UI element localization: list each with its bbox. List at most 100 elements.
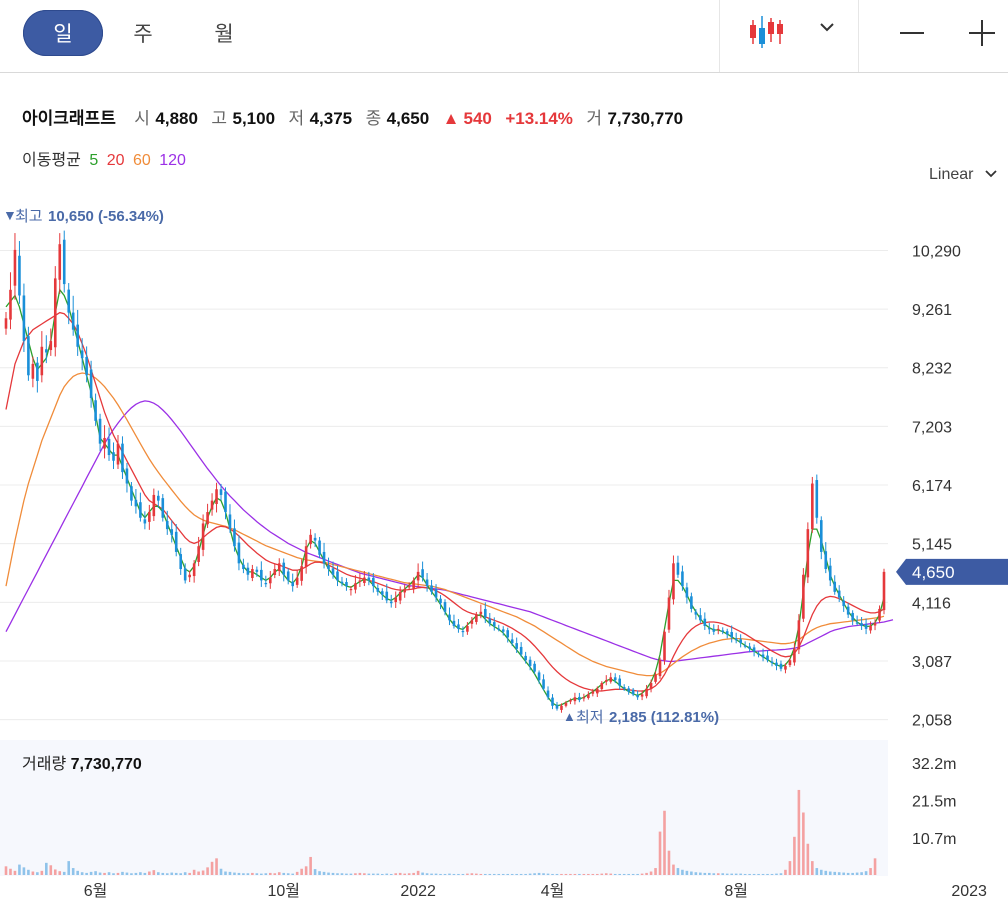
volume-bar: [58, 871, 62, 875]
candle: [658, 657, 662, 680]
candlestick-icon[interactable]: [748, 14, 788, 50]
volume-bar: [775, 873, 778, 875]
candle: [618, 675, 622, 690]
candle-body: [53, 278, 57, 348]
volume-bar: [367, 873, 371, 875]
candle-body: [215, 489, 218, 505]
candle: [734, 632, 738, 644]
high-marker-icon: ▼: [3, 207, 17, 223]
candle: [215, 482, 218, 513]
candle-body: [398, 591, 402, 601]
volume-bar: [609, 873, 613, 875]
price-tick-label: 9,261: [912, 302, 952, 319]
candle-body: [734, 638, 738, 641]
candle: [761, 648, 765, 662]
candle-body: [470, 620, 474, 624]
volume-bar: [246, 873, 250, 875]
candle-body: [4, 318, 8, 329]
candle-body: [515, 643, 518, 649]
period-day-button[interactable]: 일: [23, 10, 103, 56]
plus-icon[interactable]: [968, 20, 996, 48]
period-month-button[interactable]: 월: [184, 10, 264, 56]
volume-bar: [676, 868, 680, 875]
candle: [654, 671, 657, 684]
candle-body: [555, 704, 559, 709]
volume-bar: [103, 872, 106, 875]
volume-bar: [255, 873, 259, 875]
candle: [811, 476, 814, 533]
candle: [345, 578, 348, 591]
candle-body: [273, 569, 277, 575]
candle: [721, 627, 725, 635]
candle: [587, 691, 590, 700]
candle-body: [174, 531, 178, 552]
candle-body: [165, 520, 169, 530]
candle: [685, 582, 689, 604]
candle-body: [309, 534, 312, 545]
candle-body: [286, 571, 290, 581]
candle-body: [327, 565, 330, 570]
volume-bar: [62, 871, 66, 875]
volume-bar: [443, 873, 447, 875]
candle: [58, 233, 62, 294]
change-value: 540: [463, 109, 492, 128]
candle-body: [748, 646, 751, 649]
volume-bar: [273, 873, 277, 875]
time-tick-label: 6월: [84, 882, 108, 900]
volume-bar: [13, 870, 17, 875]
candle-body: [62, 239, 66, 285]
candle: [461, 626, 465, 637]
candle-body: [743, 645, 747, 647]
candle: [452, 614, 456, 629]
volume-bar: [851, 872, 854, 875]
candle: [277, 558, 281, 577]
chevron-down-icon[interactable]: [818, 18, 836, 36]
close-label: 종: [365, 109, 382, 128]
volume-bar: [233, 872, 236, 875]
candle: [31, 356, 35, 388]
candle: [9, 272, 12, 330]
scale-selector[interactable]: Linear: [929, 166, 998, 184]
candle: [36, 356, 39, 393]
volume-bar: [448, 873, 451, 875]
price-chart[interactable]: 10,290 9,261 8,232 7,203 6,174 5,145 4,116 3,08…: [0, 190, 1008, 916]
candle-body: [636, 695, 639, 698]
volume-bar: [434, 873, 438, 875]
period-week-button[interactable]: 주: [103, 10, 183, 56]
price-tick-label: 6,174: [912, 478, 952, 495]
candle-body: [380, 591, 384, 595]
candle-body: [842, 600, 845, 607]
volume-bar: [457, 873, 460, 875]
volume-bar: [412, 872, 415, 875]
volume-bar: [206, 867, 209, 875]
volume-bar: [336, 873, 339, 875]
volume-bar: [165, 873, 169, 875]
volume-bar: [277, 872, 281, 875]
candle-body: [372, 577, 375, 587]
candle-body: [40, 346, 44, 376]
candle-body: [36, 362, 39, 381]
candle: [604, 675, 608, 686]
volume-bar: [80, 872, 84, 875]
candle-body: [394, 597, 398, 603]
candle-body: [246, 567, 250, 575]
volume-bar: [802, 812, 805, 875]
candle: [492, 617, 496, 631]
volume-bar: [112, 873, 115, 875]
ma5-legend: 5: [89, 152, 99, 169]
candle-body: [860, 623, 863, 627]
volume-bar: [219, 868, 223, 875]
candle: [354, 575, 357, 594]
candle: [833, 575, 837, 595]
minus-icon[interactable]: [898, 20, 926, 48]
candle-body: [591, 691, 595, 694]
candle-body: [116, 443, 120, 465]
candle-body: [282, 562, 286, 575]
candle-body: [206, 512, 209, 525]
candle: [551, 694, 554, 710]
volume-bar: [148, 871, 151, 875]
volume-bar: [819, 869, 823, 875]
candle-body: [139, 502, 142, 518]
candle: [739, 634, 742, 648]
candle-body: [152, 494, 156, 517]
